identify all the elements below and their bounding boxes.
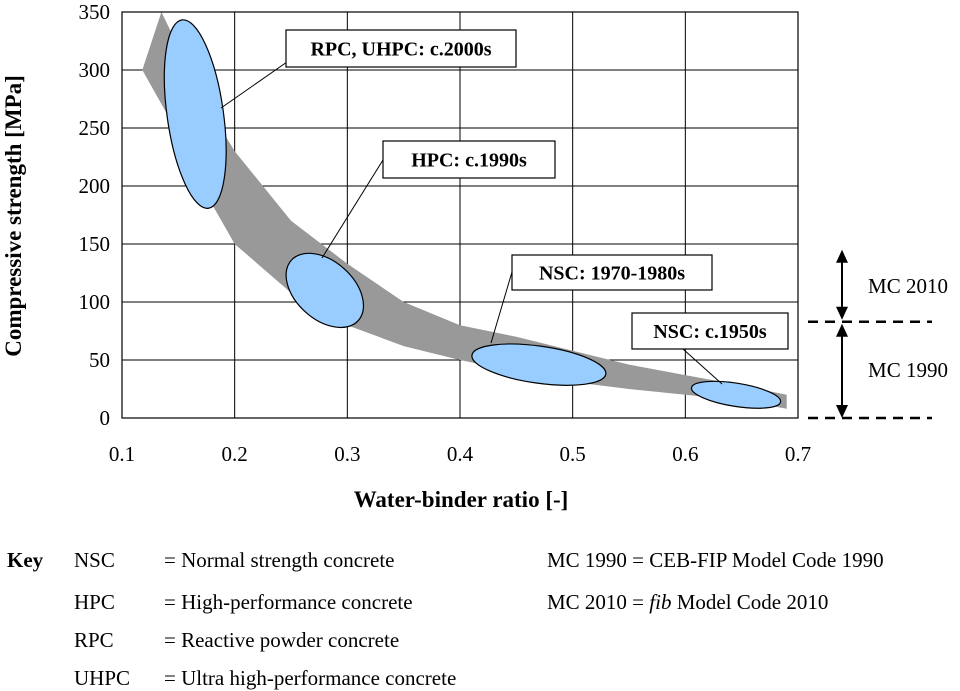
key-code-italic: fib — [649, 590, 672, 614]
callout-label: RPC, UHPC: c.2000s — [310, 39, 491, 61]
cluster-ellipse — [285, 252, 365, 329]
x-tick-label: 0.7 — [785, 442, 811, 466]
mc2010-arrow-head-down — [836, 306, 848, 320]
cluster-callouts: RPC, UHPC: c.2000s HPC: c.1990s NSC: 1970-… — [220, 29, 789, 385]
key-definition: = Reactive powder concrete — [164, 628, 400, 652]
y-tick-label: 50 — [89, 348, 110, 372]
x-tick-label: 0.6 — [672, 442, 698, 466]
key-abbr: HPC — [74, 590, 115, 614]
key-abbr: UHPC — [74, 666, 131, 690]
y-tick-label: 200 — [79, 174, 111, 198]
chart: RPC, UHPC: c.2000s HPC: c.1990s NSC: 1970-… — [1, 0, 948, 512]
key-definition: = Ultra high-performance concrete — [164, 666, 457, 690]
key-definition: = Normal strength concrete — [164, 548, 395, 572]
x-tick-label: 0.5 — [560, 442, 586, 466]
cluster-ellipses — [163, 19, 782, 409]
x-tick-label: 0.2 — [222, 442, 248, 466]
cluster-ellipse — [471, 343, 607, 386]
y-tick-label: 350 — [79, 0, 111, 24]
mc1990-arrow-head-down — [836, 405, 848, 418]
callout-leader-line — [321, 159, 384, 259]
x-tick-label: 0.4 — [447, 442, 474, 466]
key-code-text: MC 2010 = — [547, 590, 650, 614]
x-axis-label: Water-binder ratio [-] — [354, 487, 569, 512]
key-code-text: Model Code 2010 — [671, 590, 829, 614]
key-code-mc2010: MC 2010 = fib Model Code 2010 — [547, 590, 828, 615]
key-code-mc1990: MC 1990 = CEB-FIP Model Code 1990 — [547, 548, 884, 573]
key-title: Key — [7, 548, 44, 572]
x-tick-label: 0.1 — [109, 442, 135, 466]
key-abbr: RPC — [74, 628, 114, 652]
y-tick-label: 300 — [79, 58, 111, 82]
key-abbr: NSC — [74, 548, 115, 572]
plot-area-border — [121, 11, 799, 419]
callout-label: NSC: 1970-1980s — [539, 263, 685, 285]
x-tick-label: 0.3 — [334, 442, 360, 466]
tick-labels: 0.1 0.2 0.3 0.4 0.5 0.6 0.7 0 50 100 150 200 250 300 3… — [79, 0, 812, 466]
strength-band — [142, 12, 787, 409]
y-axis-label: Compressive strength [MPa] — [1, 75, 26, 357]
callout-label: HPC: c.1990s — [411, 150, 527, 172]
callout-box — [382, 140, 556, 179]
key-definition: = High-performance concrete — [164, 590, 413, 614]
key-code-text: MC 1990 = CEB-FIP Model Code 1990 — [547, 548, 884, 572]
callout-box — [285, 29, 517, 68]
y-tick-label: 250 — [79, 116, 111, 140]
y-tick-label: 0 — [100, 406, 111, 430]
mc2010-arrow-head-up — [836, 249, 848, 263]
key-legend: Key NSC = Normal strength concrete HPC =… — [0, 540, 960, 691]
cluster-ellipse — [690, 380, 782, 409]
model-code-ranges: MC 2010 MC 1990 — [808, 249, 948, 420]
callout-label: NSC: c.1950s — [653, 321, 767, 343]
callout-leader-line — [490, 271, 513, 344]
y-tick-label: 100 — [79, 290, 111, 314]
cluster-ellipse — [163, 19, 227, 209]
callout-box — [631, 312, 789, 350]
callout-box — [511, 254, 713, 291]
mc1990-label: MC 1990 — [868, 358, 948, 382]
mc1990-arrow-head-up — [836, 323, 848, 337]
mc2010-label: MC 2010 — [868, 274, 948, 298]
callout-leader-line — [682, 348, 723, 385]
callout-leader-line — [220, 61, 288, 109]
y-tick-label: 150 — [79, 232, 111, 256]
